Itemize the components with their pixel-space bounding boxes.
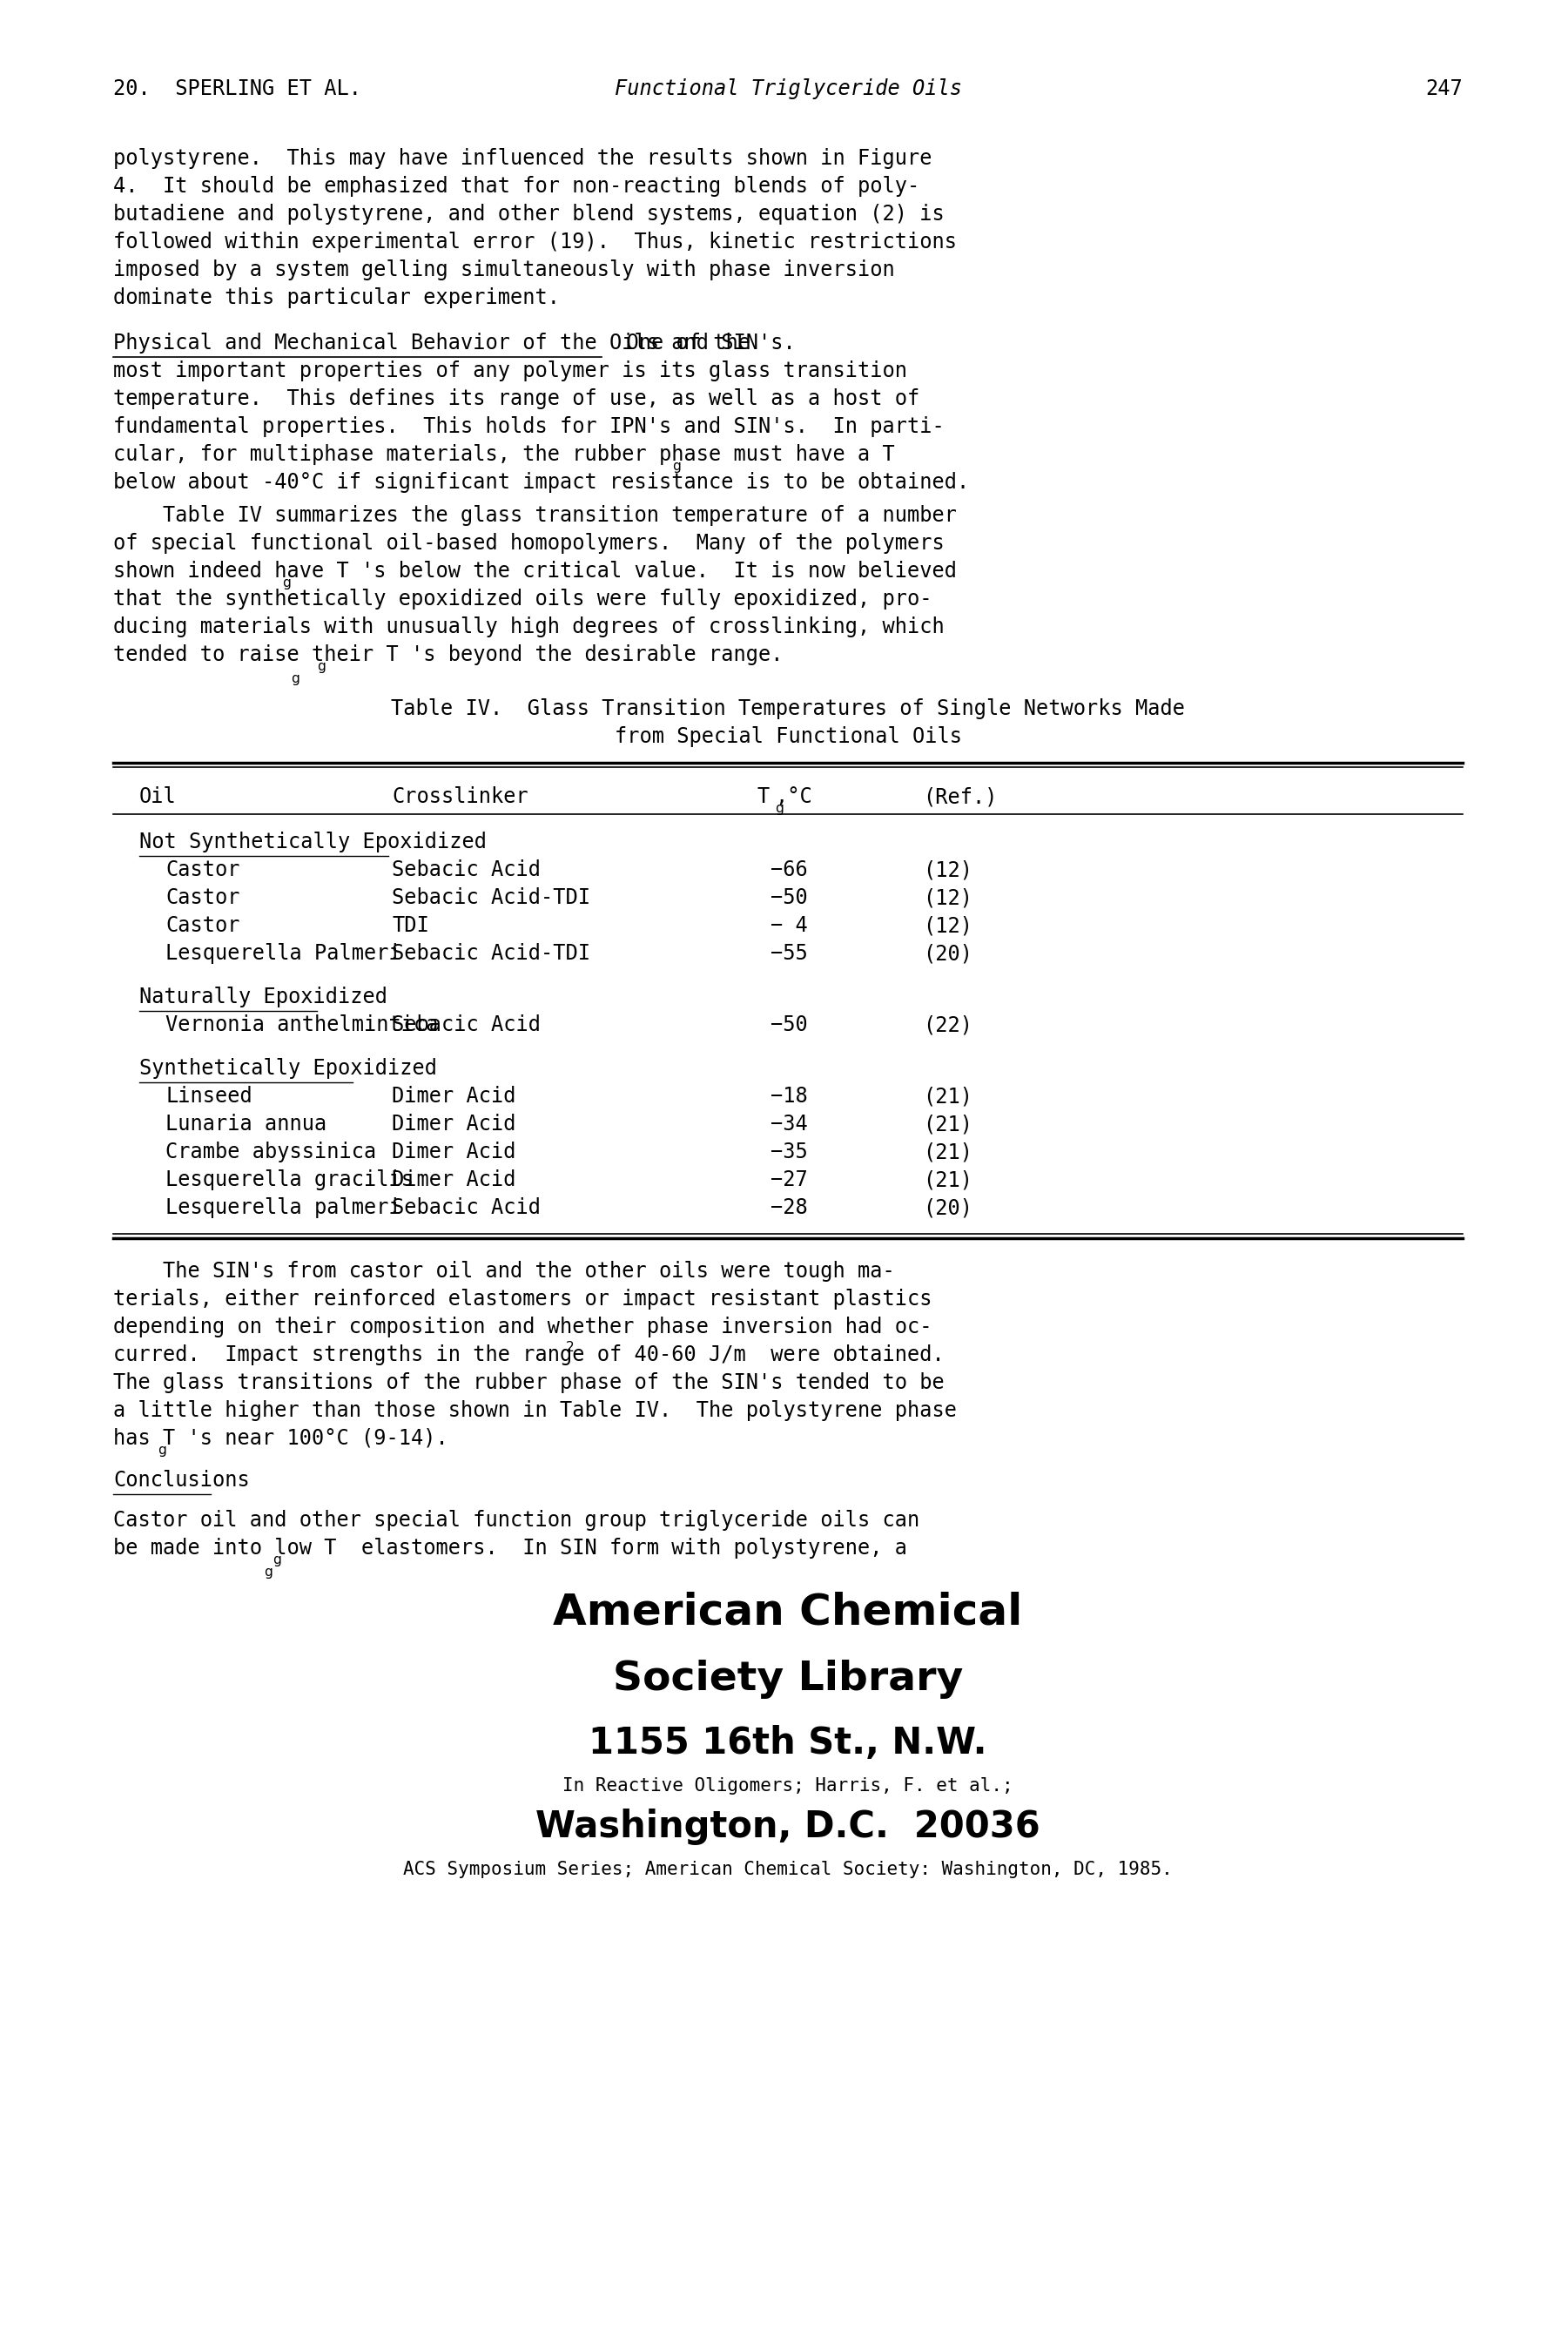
Text: polystyrene.  This may have influenced the results shown in Figure: polystyrene. This may have influenced th… <box>113 148 931 169</box>
Text: g: g <box>290 672 299 684</box>
Text: that the synthetically epoxidized oils were fully epoxidized, pro-: that the synthetically epoxidized oils w… <box>113 588 931 609</box>
Text: Washington, D.C.  20036: Washington, D.C. 20036 <box>536 1808 1040 1846</box>
Text: Castor oil and other special function group triglyceride oils can: Castor oil and other special function gr… <box>113 1509 919 1531</box>
Text: −55: −55 <box>770 943 808 964</box>
Text: Lunaria annua: Lunaria annua <box>165 1114 326 1136</box>
Text: followed within experimental error (19).  Thus, kinetic restrictions: followed within experimental error (19).… <box>113 233 956 252</box>
Text: −28: −28 <box>770 1197 808 1218</box>
Text: (12): (12) <box>924 886 972 907</box>
Text: Sebacic Acid-TDI: Sebacic Acid-TDI <box>392 886 590 907</box>
Text: −18: −18 <box>770 1086 808 1107</box>
Text: g: g <box>263 1566 273 1578</box>
Text: butadiene and polystyrene, and other blend systems, equation (2) is: butadiene and polystyrene, and other ble… <box>113 205 944 226</box>
Text: T: T <box>757 785 782 806</box>
Text: 247: 247 <box>1425 78 1463 99</box>
Text: imposed by a system gelling simultaneously with phase inversion: imposed by a system gelling simultaneous… <box>113 259 895 280</box>
Text: Oil: Oil <box>140 785 177 806</box>
Text: (Ref.): (Ref.) <box>924 785 997 806</box>
Text: fundamental properties.  This holds for IPN's and SIN's.  In parti-: fundamental properties. This holds for I… <box>113 416 944 437</box>
Text: (20): (20) <box>924 1197 972 1218</box>
Text: g: g <box>157 1444 166 1455</box>
Text: has T 's near 100°C (9-14).: has T 's near 100°C (9-14). <box>113 1427 448 1448</box>
Text: 2: 2 <box>566 1340 574 1354</box>
Text: −50: −50 <box>770 1013 808 1034</box>
Text: (22): (22) <box>924 1013 972 1034</box>
Text: Dimer Acid: Dimer Acid <box>392 1114 516 1136</box>
Text: terials, either reinforced elastomers or impact resistant plastics: terials, either reinforced elastomers or… <box>113 1288 931 1310</box>
Text: g: g <box>273 1554 282 1566</box>
Text: curred.  Impact strengths in the range of 40-60 J/m  were obtained.: curred. Impact strengths in the range of… <box>113 1345 944 1366</box>
Text: Castor: Castor <box>165 886 240 907</box>
Text: Naturally Epoxidized: Naturally Epoxidized <box>140 987 387 1009</box>
Text: g: g <box>317 661 326 672</box>
Text: Table IV summarizes the glass transition temperature of a number: Table IV summarizes the glass transition… <box>113 505 956 527</box>
Text: One of the: One of the <box>602 331 751 353</box>
Text: dominate this particular experiment.: dominate this particular experiment. <box>113 287 560 308</box>
Text: −27: −27 <box>770 1168 808 1190</box>
Text: −35: −35 <box>770 1143 808 1161</box>
Text: tended to raise their T 's beyond the desirable range.: tended to raise their T 's beyond the de… <box>113 644 782 665</box>
Text: of special functional oil-based homopolymers.  Many of the polymers: of special functional oil-based homopoly… <box>113 534 944 555</box>
Text: ,°C: ,°C <box>775 785 812 806</box>
Text: Lesquerella palmeri: Lesquerella palmeri <box>165 1197 401 1218</box>
Text: 1155 16th St., N.W.: 1155 16th St., N.W. <box>588 1726 988 1761</box>
Text: (12): (12) <box>924 860 972 879</box>
Text: Dimer Acid: Dimer Acid <box>392 1086 516 1107</box>
Text: most important properties of any polymer is its glass transition: most important properties of any polymer… <box>113 360 908 381</box>
Text: g: g <box>673 458 681 473</box>
Text: −66: −66 <box>770 860 808 879</box>
Text: 20.  SPERLING ET AL.: 20. SPERLING ET AL. <box>113 78 361 99</box>
Text: shown indeed have T 's below the critical value.  It is now believed: shown indeed have T 's below the critica… <box>113 562 956 581</box>
Text: Castor: Castor <box>165 860 240 879</box>
Text: depending on their composition and whether phase inversion had oc-: depending on their composition and wheth… <box>113 1317 931 1338</box>
Text: Castor: Castor <box>165 915 240 936</box>
Text: Crosslinker: Crosslinker <box>392 785 528 806</box>
Text: In Reactive Oligomers; Harris, F. et al.;: In Reactive Oligomers; Harris, F. et al.… <box>563 1777 1013 1794</box>
Text: (21): (21) <box>924 1143 972 1161</box>
Text: − 4: − 4 <box>770 915 808 936</box>
Text: from Special Functional Oils: from Special Functional Oils <box>615 726 961 748</box>
Text: Synthetically Epoxidized: Synthetically Epoxidized <box>140 1058 437 1079</box>
Text: g: g <box>775 802 784 816</box>
Text: (21): (21) <box>924 1086 972 1107</box>
Text: Not Synthetically Epoxidized: Not Synthetically Epoxidized <box>140 832 486 853</box>
Text: (12): (12) <box>924 915 972 936</box>
Text: cular, for multiphase materials, the rubber phase must have a T: cular, for multiphase materials, the rub… <box>113 444 895 465</box>
Text: Dimer Acid: Dimer Acid <box>392 1143 516 1161</box>
Text: ducing materials with unusually high degrees of crosslinking, which: ducing materials with unusually high deg… <box>113 616 944 637</box>
Text: Sebacic Acid: Sebacic Acid <box>392 1197 541 1218</box>
Text: a little higher than those shown in Table IV.  The polystyrene phase: a little higher than those shown in Tabl… <box>113 1401 956 1420</box>
Text: temperature.  This defines its range of use, as well as a host of: temperature. This defines its range of u… <box>113 388 919 409</box>
Text: Lesquerella gracilis: Lesquerella gracilis <box>165 1168 414 1190</box>
Text: Table IV.  Glass Transition Temperatures of Single Networks Made: Table IV. Glass Transition Temperatures … <box>390 698 1185 719</box>
Text: −34: −34 <box>770 1114 808 1136</box>
Text: Dimer Acid: Dimer Acid <box>392 1168 516 1190</box>
Text: (21): (21) <box>924 1114 972 1136</box>
Text: Vernonia anthelmintica: Vernonia anthelmintica <box>165 1013 439 1034</box>
Text: Sebacic Acid: Sebacic Acid <box>392 860 541 879</box>
Text: Sebacic Acid-TDI: Sebacic Acid-TDI <box>392 943 590 964</box>
Text: American Chemical: American Chemical <box>554 1592 1022 1634</box>
Text: g: g <box>282 576 290 590</box>
Text: Linseed: Linseed <box>165 1086 252 1107</box>
Text: Crambe abyssinica: Crambe abyssinica <box>165 1143 376 1161</box>
Text: −50: −50 <box>770 886 808 907</box>
Text: below about -40°C if significant impact resistance is to be obtained.: below about -40°C if significant impact … <box>113 473 969 494</box>
Text: 4.  It should be emphasized that for non-reacting blends of poly-: 4. It should be emphasized that for non-… <box>113 176 919 197</box>
Text: TDI: TDI <box>392 915 430 936</box>
Text: Physical and Mechanical Behavior of the Oils and SIN's.: Physical and Mechanical Behavior of the … <box>113 331 795 353</box>
Text: ACS Symposium Series; American Chemical Society: Washington, DC, 1985.: ACS Symposium Series; American Chemical … <box>403 1862 1173 1878</box>
Text: Conclusions: Conclusions <box>113 1469 249 1491</box>
Text: The glass transitions of the rubber phase of the SIN's tended to be: The glass transitions of the rubber phas… <box>113 1373 944 1394</box>
Text: (21): (21) <box>924 1168 972 1190</box>
Text: Sebacic Acid: Sebacic Acid <box>392 1013 541 1034</box>
Text: The SIN's from castor oil and the other oils were tough ma-: The SIN's from castor oil and the other … <box>113 1260 895 1281</box>
Text: Lesquerella Palmeri: Lesquerella Palmeri <box>165 943 401 964</box>
Text: (20): (20) <box>924 943 972 964</box>
Text: be made into low T  elastomers.  In SIN form with polystyrene, a: be made into low T elastomers. In SIN fo… <box>113 1538 908 1559</box>
Text: Society Library: Society Library <box>613 1660 963 1700</box>
Text: Functional Triglyceride Oils: Functional Triglyceride Oils <box>615 78 961 99</box>
